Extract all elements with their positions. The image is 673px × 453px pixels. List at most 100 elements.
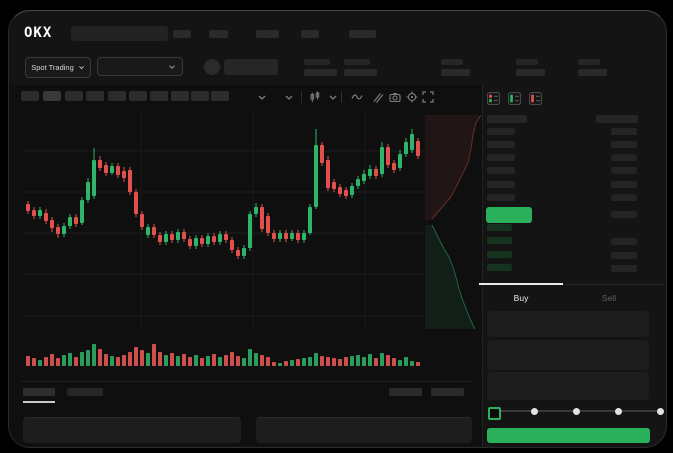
timeframe-button-placeholder[interactable] <box>108 91 126 101</box>
search-bar[interactable] <box>71 26 168 41</box>
timeframe-button-placeholder[interactable] <box>129 91 147 101</box>
bid-size-placeholder[interactable] <box>611 265 637 272</box>
history-tab-placeholder[interactable] <box>67 388 103 396</box>
nav-item-placeholder[interactable] <box>209 30 228 38</box>
candle <box>80 200 84 223</box>
volume-bar <box>314 353 318 366</box>
volume-bar <box>80 352 84 366</box>
bid-price-placeholder[interactable] <box>487 237 512 244</box>
amount-input[interactable] <box>487 340 649 370</box>
volume-bar <box>182 354 186 366</box>
book-asks-icon[interactable] <box>529 92 542 105</box>
bid-price-placeholder[interactable] <box>487 264 512 271</box>
chevron-down-icon[interactable] <box>281 89 297 105</box>
book-bids-icon[interactable] <box>508 92 521 105</box>
volume-bar <box>74 357 78 366</box>
pair-dropdown[interactable] <box>97 57 183 76</box>
ask-price-placeholder[interactable] <box>487 167 515 174</box>
bid-price-placeholder[interactable] <box>487 224 512 231</box>
ask-price-placeholder[interactable] <box>487 141 515 148</box>
timeframe-button-placeholder[interactable] <box>43 91 61 101</box>
ask-size-placeholder[interactable] <box>611 154 637 161</box>
ask-size-placeholder[interactable] <box>611 181 637 188</box>
nav-item-placeholder[interactable] <box>256 30 279 38</box>
candle <box>404 142 408 154</box>
bottom-action-placeholder[interactable] <box>431 388 464 396</box>
candle <box>188 239 192 246</box>
candle <box>260 207 264 229</box>
toolbar-separator <box>301 91 302 103</box>
volume-bar <box>92 344 96 366</box>
nav-item-placeholder[interactable] <box>349 30 376 38</box>
candle <box>176 232 180 240</box>
chevron-down-icon[interactable] <box>325 89 341 105</box>
bid-size-placeholder[interactable] <box>611 238 637 245</box>
timeframe-button-placeholder[interactable] <box>150 91 168 101</box>
candle <box>110 166 114 173</box>
volume-bar <box>128 352 132 366</box>
timeframe-button-placeholder[interactable] <box>211 91 229 101</box>
slider-stop[interactable] <box>614 407 622 415</box>
market-type-dropdown[interactable]: Spot Trading <box>25 57 91 78</box>
book-all-icon[interactable] <box>487 92 500 105</box>
slider-stop[interactable] <box>572 407 580 415</box>
slider-handle[interactable] <box>487 406 501 420</box>
chart-pane-bg <box>9 85 482 446</box>
volume-bar <box>410 361 414 366</box>
bottom-action-placeholder[interactable] <box>389 388 422 396</box>
volume-bar <box>104 354 108 366</box>
volume-bar <box>332 358 336 366</box>
candlestick-chart[interactable] <box>23 111 424 331</box>
ask-size-placeholder[interactable] <box>611 167 637 174</box>
volume-bar <box>68 353 72 366</box>
screenshot-icon[interactable] <box>387 89 403 105</box>
price-input[interactable] <box>487 311 649 337</box>
bid-price-placeholder[interactable] <box>487 251 512 258</box>
timeframe-button-placeholder[interactable] <box>21 91 39 101</box>
candle <box>416 141 420 156</box>
candle <box>398 154 402 168</box>
active-tab-indicator <box>479 283 563 285</box>
bid-size-placeholder[interactable] <box>611 252 637 259</box>
orderbook-header-placeholder <box>596 115 638 123</box>
volume-chart[interactable] <box>23 336 424 366</box>
candle <box>278 233 282 239</box>
total-input[interactable] <box>487 372 649 400</box>
nav-item-placeholder[interactable] <box>301 30 319 38</box>
line-type-icon[interactable] <box>349 89 365 105</box>
fullscreen-icon[interactable] <box>420 89 436 105</box>
timeframe-button-placeholder[interactable] <box>191 91 209 101</box>
ask-size-placeholder[interactable] <box>611 211 637 218</box>
chart-settings-icon[interactable] <box>404 89 420 105</box>
okx-logo[interactable]: OKX <box>24 25 53 41</box>
candle <box>104 165 108 173</box>
nav-item-placeholder[interactable] <box>173 30 191 38</box>
chevron-down-icon <box>78 66 84 70</box>
ask-price-placeholder[interactable] <box>487 154 515 161</box>
buy-button[interactable] <box>487 428 650 443</box>
ask-price-placeholder[interactable] <box>487 181 515 188</box>
ask-size-placeholder[interactable] <box>611 141 637 148</box>
tab-sell[interactable]: Sell <box>601 293 617 303</box>
timeframe-button-placeholder[interactable] <box>86 91 104 101</box>
candle <box>128 170 132 192</box>
ask-price-placeholder[interactable] <box>487 128 515 135</box>
volume-bar <box>152 344 156 366</box>
drawing-tools-icon[interactable] <box>369 89 385 105</box>
candle <box>170 234 174 240</box>
ask-price-placeholder[interactable] <box>487 194 515 201</box>
chevron-down-icon[interactable] <box>254 89 270 105</box>
last-price-highlight[interactable] <box>486 207 532 223</box>
chart-style-icon[interactable] <box>307 89 323 105</box>
tab-buy[interactable]: Buy <box>513 293 529 303</box>
ask-size-placeholder[interactable] <box>611 194 637 201</box>
depth-chart[interactable] <box>425 113 481 331</box>
slider-stop[interactable] <box>656 407 664 415</box>
volume-bar <box>200 358 204 366</box>
orders-tab-placeholder[interactable] <box>23 388 55 396</box>
slider-stop[interactable] <box>530 407 538 415</box>
timeframe-button-placeholder[interactable] <box>171 91 189 101</box>
ask-size-placeholder[interactable] <box>611 128 637 135</box>
candle <box>44 213 48 221</box>
timeframe-button-placeholder[interactable] <box>65 91 83 101</box>
